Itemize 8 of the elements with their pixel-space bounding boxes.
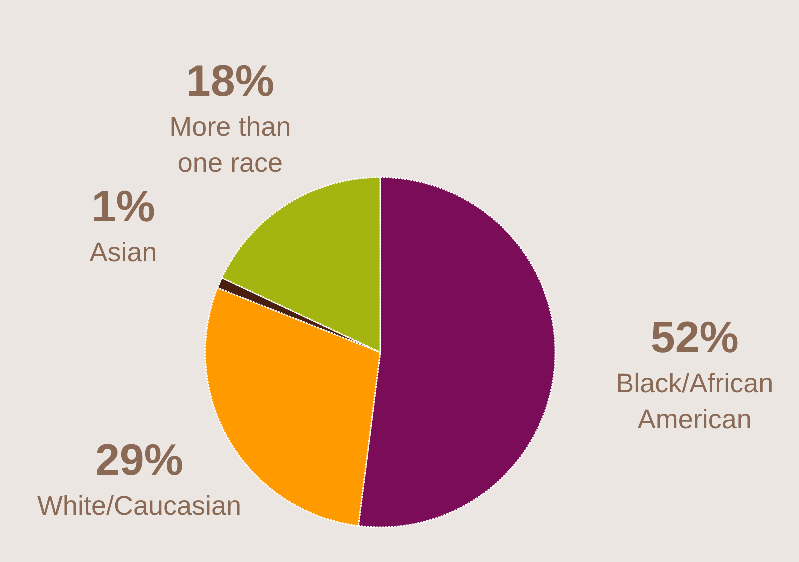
data-label: 18%	[186, 57, 275, 106]
data-label: 52%	[650, 313, 739, 362]
data-label: 29%	[95, 436, 184, 486]
slice-label: Asian	[90, 237, 158, 268]
slice-label: More than one race	[170, 112, 292, 178]
slice-label: Black/African American	[616, 368, 774, 434]
data-label: 1%	[92, 182, 156, 232]
slice-label: White/Caucasian	[37, 491, 242, 522]
